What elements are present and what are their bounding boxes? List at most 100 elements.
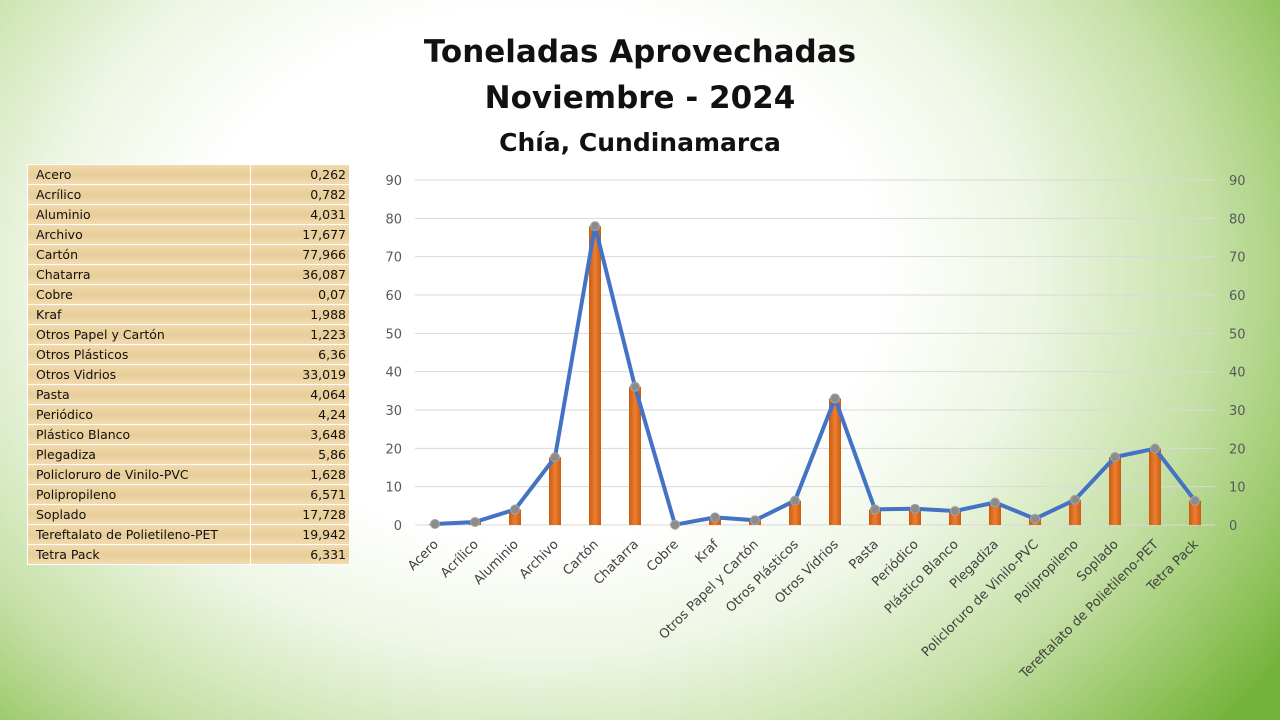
x-tick-label: Archivo xyxy=(517,537,562,582)
line-point xyxy=(750,515,760,526)
x-tick-label: Otros Plásticos xyxy=(723,537,802,616)
line-point xyxy=(470,517,480,528)
line-point xyxy=(430,518,440,529)
line-point xyxy=(910,503,920,514)
y-tick-label-left: 50 xyxy=(385,327,402,342)
line-point xyxy=(1030,513,1040,524)
line-point xyxy=(1150,443,1160,454)
table-cell-tonnage: 77,966 xyxy=(250,244,350,265)
y-tick-label-left: 40 xyxy=(385,366,402,381)
line-point xyxy=(870,504,880,515)
table-cell-material: Tetra Pack xyxy=(27,544,251,565)
y-tick-label-right: 50 xyxy=(1229,327,1246,342)
data-table-body: Acero 0,262 Acrílico 0,782 Aluminio 4,031 Arch… xyxy=(27,164,350,565)
table-row: Plegadiza 5,86 xyxy=(27,444,350,465)
x-tick-label: Acero xyxy=(405,537,442,574)
y-tick-label-right: 10 xyxy=(1229,481,1246,496)
y-tick-label-right: 60 xyxy=(1229,289,1246,304)
line-point xyxy=(710,512,720,523)
bar xyxy=(989,502,1001,525)
table-cell-tonnage: 4,064 xyxy=(250,384,350,405)
line-point xyxy=(1110,452,1120,463)
table-cell-tonnage: 0,07 xyxy=(250,284,350,305)
table-row: Aluminio 4,031 xyxy=(27,204,350,225)
line-point xyxy=(830,393,840,404)
table-row: Soplado 17,728 xyxy=(27,504,350,525)
y-tick-label-right: 40 xyxy=(1229,366,1246,381)
x-tick-label: Cobre xyxy=(644,537,682,575)
table-row: Acero 0,262 xyxy=(27,164,350,185)
line-point xyxy=(510,504,520,515)
table-cell-material: Otros Plásticos xyxy=(27,344,251,365)
table-row: Plástico Blanco 3,648 xyxy=(27,424,350,445)
y-tick-label-right: 90 xyxy=(1229,174,1246,189)
table-cell-material: Soplado xyxy=(27,504,251,525)
table-cell-tonnage: 1,988 xyxy=(250,304,350,325)
table-cell-tonnage: 33,019 xyxy=(250,364,350,385)
table-cell-tonnage: 6,331 xyxy=(250,544,350,565)
y-tick-label-left: 20 xyxy=(385,442,402,457)
table-cell-material: Cartón xyxy=(27,244,251,265)
y-tick-label-left: 30 xyxy=(385,404,402,419)
table-cell-tonnage: 17,728 xyxy=(250,504,350,525)
line-point xyxy=(1070,494,1080,505)
table-row: Chatarra 36,087 xyxy=(27,264,350,285)
line-point xyxy=(790,495,800,506)
y-tick-label-right: 80 xyxy=(1229,212,1246,227)
line-point xyxy=(1190,495,1200,506)
table-row: Otros Plásticos 6,36 xyxy=(27,344,350,365)
y-tick-label-right: 70 xyxy=(1229,251,1246,266)
table-cell-material: Policloruro de Vinilo-PVC xyxy=(27,464,251,485)
table-cell-material: Pasta xyxy=(27,384,251,405)
x-tick-label: Plástico Blanco xyxy=(882,537,962,617)
table-cell-tonnage: 0,262 xyxy=(250,164,350,185)
bar xyxy=(629,386,641,525)
bar xyxy=(829,398,841,525)
line-point xyxy=(590,221,600,232)
table-cell-tonnage: 36,087 xyxy=(250,264,350,285)
chart-subtitle-location: Chía, Cundinamarca xyxy=(499,128,781,157)
table-cell-material: Kraf xyxy=(27,304,251,325)
table-cell-material: Plástico Blanco xyxy=(27,424,251,445)
table-cell-material: Periódico xyxy=(27,404,251,425)
y-tick-label-right: 0 xyxy=(1229,519,1237,534)
table-cell-tonnage: 4,031 xyxy=(250,204,350,225)
y-tick-label-left: 60 xyxy=(385,289,402,304)
chart-title: Toneladas Aprovechadas xyxy=(423,34,857,70)
table-row: Otros Vidrios 33,019 xyxy=(27,364,350,385)
data-table: Acero 0,262 Acrílico 0,782 Aluminio 4,031 Arch… xyxy=(27,164,350,565)
y-tick-label-left: 10 xyxy=(385,481,402,496)
table-cell-tonnage: 1,628 xyxy=(250,464,350,485)
table-row: Policloruro de Vinilo-PVC 1,628 xyxy=(27,464,350,485)
bar xyxy=(789,500,801,525)
bar xyxy=(1109,457,1121,525)
table-row: Kraf 1,988 xyxy=(27,304,350,325)
bar xyxy=(1069,499,1081,525)
table-row: Tetra Pack 6,331 xyxy=(27,544,350,565)
y-tick-label-left: 90 xyxy=(385,174,402,189)
series-line xyxy=(433,224,1197,527)
table-cell-tonnage: 17,677 xyxy=(250,224,350,245)
bar xyxy=(909,508,921,525)
y-tick-label-right: 20 xyxy=(1229,442,1246,457)
line-point xyxy=(990,497,1000,508)
bar xyxy=(589,226,601,525)
bar xyxy=(549,457,561,525)
x-tick-label: Pasta xyxy=(846,537,881,572)
table-row: Periódico 4,24 xyxy=(27,404,350,425)
x-tick-label: Kraf xyxy=(693,537,723,567)
line-point xyxy=(630,381,640,392)
table-cell-material: Aluminio xyxy=(27,204,251,225)
table-cell-tonnage: 4,24 xyxy=(250,404,350,425)
table-cell-material: Otros Papel y Cartón xyxy=(27,324,251,345)
table-row: Pasta 4,064 xyxy=(27,384,350,405)
line-point xyxy=(950,506,960,517)
bar xyxy=(1189,500,1201,525)
y-tick-label-left: 70 xyxy=(385,251,402,266)
table-cell-material: Plegadiza xyxy=(27,444,251,465)
bar xyxy=(1149,448,1161,525)
line-point xyxy=(670,519,680,530)
table-cell-tonnage: 6,36 xyxy=(250,344,350,365)
table-row: Cartón 77,966 xyxy=(27,244,350,265)
